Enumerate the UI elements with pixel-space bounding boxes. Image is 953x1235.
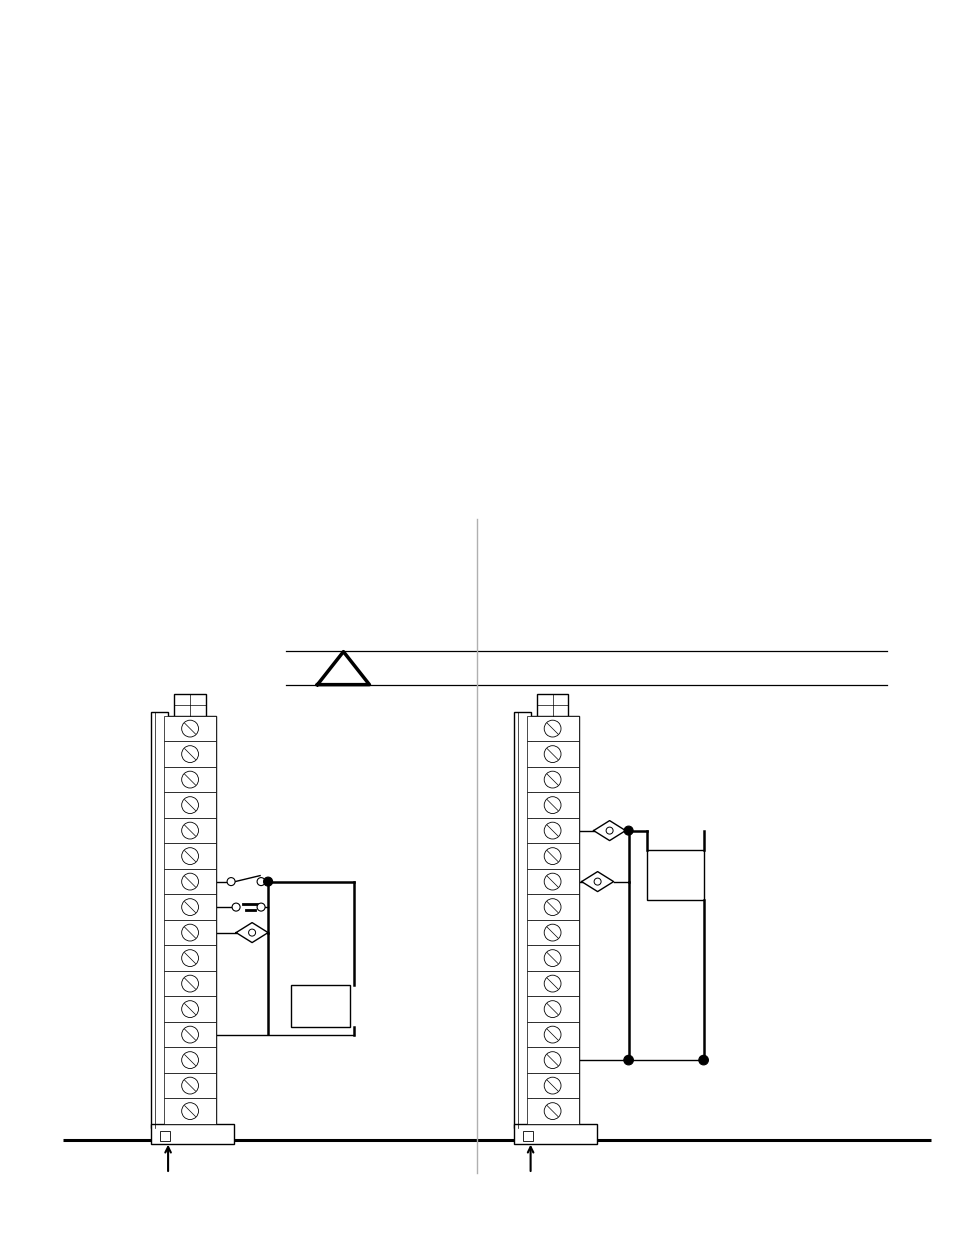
Bar bbox=[164, 844, 216, 869]
Circle shape bbox=[181, 924, 198, 941]
Bar bbox=[164, 1021, 216, 1047]
Bar bbox=[526, 997, 578, 1021]
Circle shape bbox=[181, 1026, 198, 1044]
Circle shape bbox=[543, 950, 560, 967]
Bar bbox=[526, 869, 578, 894]
Circle shape bbox=[181, 976, 198, 992]
Circle shape bbox=[181, 746, 198, 762]
Bar bbox=[291, 984, 350, 1026]
Bar bbox=[151, 1124, 233, 1144]
Circle shape bbox=[181, 823, 198, 839]
Circle shape bbox=[605, 827, 613, 834]
Circle shape bbox=[181, 797, 198, 814]
Bar bbox=[164, 716, 216, 741]
Bar bbox=[164, 818, 216, 844]
Bar bbox=[526, 793, 578, 818]
Circle shape bbox=[543, 823, 560, 839]
Circle shape bbox=[181, 1000, 198, 1018]
Circle shape bbox=[543, 1077, 560, 1094]
Bar bbox=[164, 945, 216, 971]
Bar bbox=[526, 894, 578, 920]
Bar bbox=[526, 716, 578, 741]
Bar bbox=[526, 920, 578, 945]
Bar bbox=[526, 818, 578, 844]
Bar bbox=[164, 869, 216, 894]
Bar bbox=[164, 741, 216, 767]
Bar bbox=[151, 711, 168, 1128]
Bar bbox=[526, 945, 578, 971]
Bar bbox=[513, 711, 530, 1128]
Bar bbox=[160, 1131, 170, 1141]
Bar bbox=[526, 716, 578, 1124]
Circle shape bbox=[256, 878, 265, 885]
Circle shape bbox=[623, 826, 633, 835]
Circle shape bbox=[181, 950, 198, 967]
Circle shape bbox=[181, 847, 198, 864]
Bar bbox=[526, 1098, 578, 1124]
Bar bbox=[174, 694, 206, 716]
Circle shape bbox=[543, 1052, 560, 1068]
Bar bbox=[526, 1021, 578, 1047]
Bar bbox=[164, 997, 216, 1021]
Bar bbox=[513, 1124, 596, 1144]
Bar bbox=[526, 971, 578, 997]
Bar bbox=[164, 920, 216, 945]
Circle shape bbox=[227, 878, 234, 885]
Circle shape bbox=[543, 976, 560, 992]
Circle shape bbox=[699, 1055, 708, 1065]
Bar bbox=[526, 1073, 578, 1098]
Circle shape bbox=[543, 1000, 560, 1018]
Circle shape bbox=[543, 1026, 560, 1044]
Circle shape bbox=[543, 924, 560, 941]
Circle shape bbox=[543, 899, 560, 915]
Bar bbox=[526, 1047, 578, 1073]
Circle shape bbox=[543, 873, 560, 890]
Circle shape bbox=[181, 1052, 198, 1068]
Circle shape bbox=[181, 1077, 198, 1094]
Bar bbox=[164, 1073, 216, 1098]
Circle shape bbox=[181, 720, 198, 737]
Circle shape bbox=[256, 903, 265, 911]
Circle shape bbox=[623, 1055, 633, 1065]
Bar bbox=[164, 793, 216, 818]
Circle shape bbox=[181, 899, 198, 915]
Circle shape bbox=[543, 746, 560, 762]
Circle shape bbox=[181, 1103, 198, 1119]
Circle shape bbox=[232, 903, 240, 911]
Bar bbox=[526, 844, 578, 869]
Bar bbox=[164, 716, 216, 1124]
Circle shape bbox=[181, 771, 198, 788]
Bar bbox=[526, 767, 578, 793]
Circle shape bbox=[263, 877, 273, 885]
Circle shape bbox=[543, 720, 560, 737]
Bar bbox=[537, 694, 568, 716]
Circle shape bbox=[543, 1103, 560, 1119]
Bar bbox=[164, 971, 216, 997]
Bar bbox=[646, 850, 703, 899]
Circle shape bbox=[181, 873, 198, 890]
Circle shape bbox=[594, 878, 600, 885]
Bar bbox=[522, 1131, 532, 1141]
Bar bbox=[526, 741, 578, 767]
Circle shape bbox=[249, 929, 255, 936]
Circle shape bbox=[543, 771, 560, 788]
Circle shape bbox=[543, 847, 560, 864]
Circle shape bbox=[543, 797, 560, 814]
Bar bbox=[164, 767, 216, 793]
Bar bbox=[164, 1098, 216, 1124]
Bar bbox=[164, 894, 216, 920]
Bar bbox=[164, 1047, 216, 1073]
